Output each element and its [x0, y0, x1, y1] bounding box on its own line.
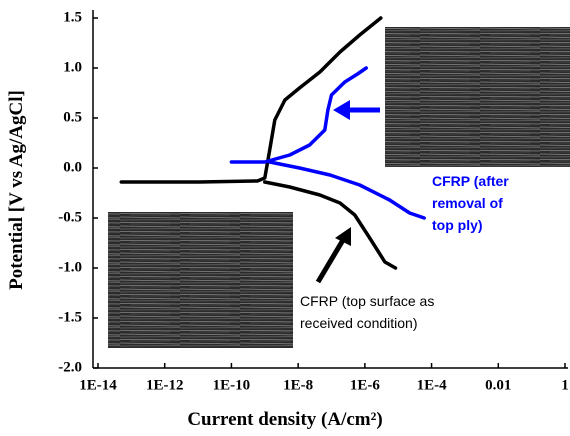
- x-tick-label: 1E-4: [417, 377, 448, 393]
- micrograph: [385, 27, 570, 167]
- micrograph: [108, 212, 293, 348]
- arrow: [333, 100, 380, 120]
- x-tick-label: 1E-10: [213, 377, 251, 393]
- x-axis-title: Current density (A/cm²): [187, 409, 382, 430]
- x-tick-label: 0.01: [485, 377, 511, 393]
- x-tick-label: 1E-14: [79, 377, 117, 393]
- y-tick-label: 0.0: [63, 159, 82, 175]
- y-tick-label: -2.0: [58, 359, 82, 375]
- annotation: CFRP (top surface as received condition): [300, 293, 435, 331]
- y-tick-label: -1.0: [58, 259, 82, 275]
- annotation: CFRP (after removal of top ply): [432, 173, 509, 233]
- y-tick-label: 0.5: [63, 109, 82, 125]
- series-line: [119, 16, 398, 270]
- plot-area: -2.0 -1.5 -1.0 -0.5 0.0 0.5 1.0 1.5 1E-14 1E-12 1E…: [58, 9, 569, 393]
- y-tick-label: -0.5: [58, 209, 82, 225]
- y-axis-title: Potential [V vs Ag/AgCl]: [6, 90, 27, 290]
- y-tick-label: 1.5: [63, 9, 82, 25]
- arrow: [315, 227, 351, 284]
- series-line: [229, 66, 426, 220]
- x-tick-label: 1E-12: [146, 377, 184, 393]
- y-tick-label: -1.5: [58, 309, 82, 325]
- y-tick-label: 1.0: [63, 59, 82, 75]
- x-tick-label: 1: [561, 377, 569, 393]
- x-tick-label: 1E-6: [350, 377, 381, 393]
- x-tick-label: 1E-8: [283, 377, 313, 393]
